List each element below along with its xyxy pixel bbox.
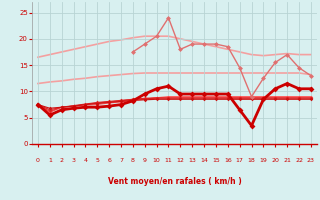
X-axis label: Vent moyen/en rafales ( km/h ): Vent moyen/en rafales ( km/h ) (108, 177, 241, 186)
